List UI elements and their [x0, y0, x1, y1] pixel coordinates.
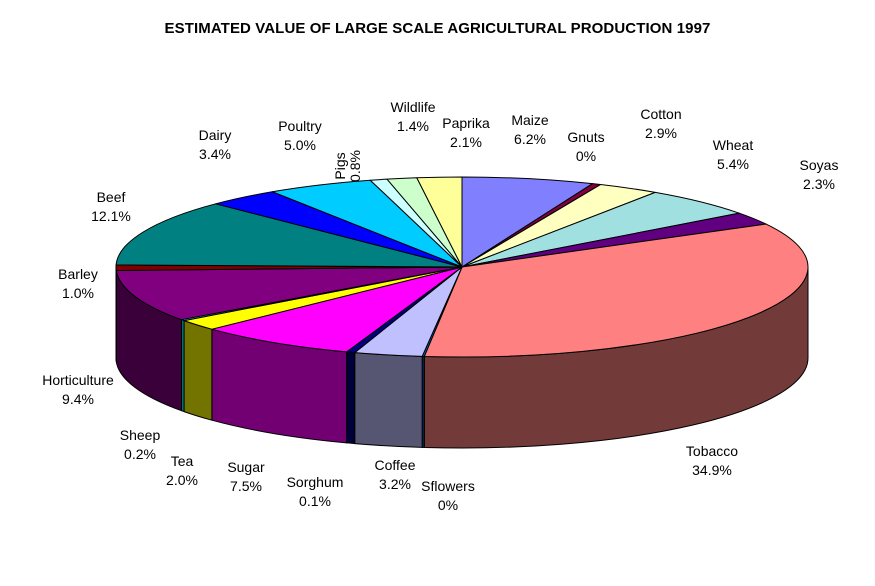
slice-label-cotton: Cotton 2.9%: [640, 106, 681, 141]
slice-name: Paprika: [442, 115, 490, 131]
pie-tops: [115, 176, 809, 358]
slice-percent: 0%: [438, 497, 458, 513]
slice-name: Horticulture: [42, 372, 114, 388]
slice-name: Sheep: [120, 427, 161, 443]
slice-name: Poultry: [278, 118, 322, 134]
slice-label-coffee: Coffee 3.2%: [375, 457, 416, 492]
slice-percent: 9.4%: [62, 391, 94, 407]
slice-name: Soyas: [800, 157, 839, 173]
slice-percent: 1.4%: [397, 118, 429, 134]
slice-name: Tobacco: [686, 443, 738, 459]
slice-name: Cotton: [640, 106, 681, 122]
slice-percent: 12.1%: [91, 208, 131, 224]
slice-name: Gnuts: [567, 129, 604, 145]
slice-label-sheep: Sheep 0.2%: [120, 427, 161, 462]
slice-name: Beef: [97, 189, 126, 205]
slice-name: Sugar: [227, 459, 265, 475]
slice-percent: 6.2%: [514, 131, 546, 147]
slice-name: Coffee: [375, 457, 416, 473]
pie-side-sorghum: [346, 351, 356, 445]
slice-percent: 5.0%: [284, 137, 316, 153]
slice-name: Sflowers: [421, 478, 475, 494]
pie-sides: [115, 266, 809, 449]
slice-name: Sorghum: [287, 474, 344, 490]
pie-slice-paprika: [416, 176, 463, 268]
slice-label-barley: Barley 1.0%: [58, 266, 98, 301]
slice-percent: 2.0%: [166, 472, 198, 488]
slice-percent: 2.1%: [450, 134, 482, 150]
slice-label-beef: Beef 12.1%: [91, 189, 131, 224]
slice-name: Maize: [511, 112, 549, 128]
slice-name: Wheat: [713, 137, 754, 153]
pie-slice-maize: [461, 176, 594, 268]
slice-label-paprika: Paprika 2.1%: [442, 115, 490, 150]
slice-percent: 2.9%: [645, 125, 677, 141]
slice-percent: 34.9%: [692, 462, 732, 478]
pie-slice-sugar: [211, 266, 463, 353]
slice-label-wildlife: Wildlife 1.4%: [390, 99, 435, 134]
slice-percent: 2.3%: [803, 176, 835, 192]
slice-name: Pigs: [332, 152, 348, 179]
slice-percent: 7.5%: [230, 478, 262, 494]
pie-slice-horticulture: [115, 266, 463, 321]
slice-label-wheat: Wheat 5.4%: [713, 137, 754, 172]
slice-name: Tea: [171, 453, 194, 469]
slice-name: Wildlife: [390, 99, 435, 115]
slice-percent: 0.1%: [299, 493, 331, 509]
slice-percent: 0%: [576, 148, 596, 164]
slice-label-poultry: Poultry 5.0%: [278, 118, 322, 153]
pie-side-coffee: [354, 352, 423, 448]
slice-percent: 5.4%: [717, 156, 749, 172]
slice-percent: 0.8%: [347, 150, 363, 182]
pie-slice-tobacco: [423, 223, 809, 358]
slice-percent: 3.4%: [199, 146, 231, 162]
pie-slice-beef: [115, 203, 463, 268]
slice-label-horticulture: Horticulture 9.4%: [42, 372, 114, 407]
slice-label-tobacco: Tobacco 34.9%: [686, 443, 738, 478]
slice-label-soyas: Soyas 2.3%: [800, 157, 839, 192]
chart-title: ESTIMATED VALUE OF LARGE SCALE AGRICULTU…: [164, 20, 711, 37]
slice-label-sflowers: Sflowers 0%: [421, 478, 475, 513]
slice-label-tea: Tea 2.0%: [166, 453, 198, 488]
pie-side-tea: [183, 319, 213, 421]
slice-percent: 0.2%: [124, 446, 156, 462]
slice-label-dairy: Dairy 3.4%: [199, 127, 232, 162]
slice-name: Barley: [58, 266, 98, 282]
slice-percent: 1.0%: [62, 285, 94, 301]
slice-percent: 3.2%: [379, 476, 411, 492]
slice-name: Dairy: [199, 127, 232, 143]
slice-labels: Maize 6.2% Gnuts 0% Cotton 2.9% Wheat 5.4% Soyas…: [42, 99, 838, 513]
slice-label-sugar: Sugar 7.5%: [227, 459, 265, 494]
slice-label-gnuts: Gnuts 0%: [567, 129, 604, 164]
slice-label-sorghum: Sorghum 0.1%: [287, 474, 344, 509]
slice-label-pigs: Pigs 0.8%: [332, 150, 363, 182]
slice-label-maize: Maize 6.2%: [511, 112, 549, 147]
